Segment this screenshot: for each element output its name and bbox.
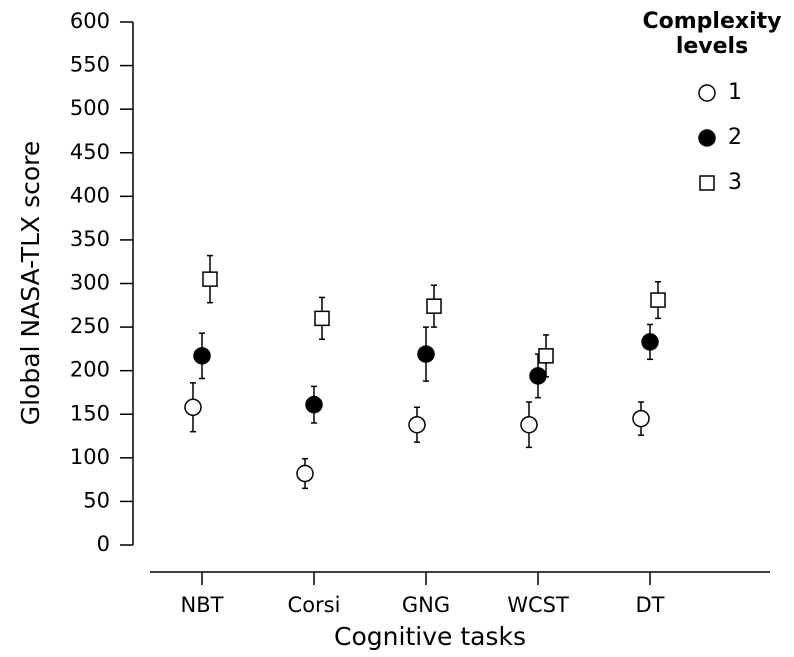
- y-tick-label: 400: [70, 183, 110, 207]
- legend-label: 2: [728, 125, 742, 150]
- y-tick-label: 300: [70, 271, 110, 295]
- legend-label: 1: [728, 80, 742, 105]
- y-tick-label: 100: [70, 445, 110, 469]
- x-axis-title: Cognitive tasks: [334, 622, 526, 651]
- legend-marker: [699, 175, 715, 191]
- legend-title: Complexity: [643, 9, 782, 34]
- y-tick-label: 200: [70, 358, 110, 382]
- y-tick-label: 50: [83, 488, 110, 512]
- legend-title: levels: [676, 34, 748, 59]
- legend-marker: [698, 84, 716, 102]
- y-tick-label: 0: [97, 532, 110, 556]
- point: [538, 348, 554, 364]
- point: [641, 333, 659, 351]
- legend-label: 3: [728, 170, 742, 195]
- y-tick-label: 550: [70, 53, 110, 77]
- point: [305, 395, 323, 414]
- point: [417, 345, 435, 363]
- x-tick-label: GNG: [402, 593, 450, 617]
- point: [632, 409, 650, 428]
- y-axis-title: Global NASA-TLX score: [16, 141, 45, 426]
- point: [408, 415, 426, 434]
- x-tick-label: DT: [636, 593, 665, 617]
- point: [296, 464, 314, 483]
- y-tick-label: 600: [70, 9, 110, 33]
- x-tick-label: WCST: [507, 593, 569, 617]
- point: [184, 398, 202, 417]
- point: [520, 415, 538, 434]
- point: [314, 310, 330, 327]
- point: [202, 271, 218, 287]
- y-tick-label: 500: [70, 96, 110, 120]
- legend-marker: [698, 129, 716, 147]
- y-tick-label: 250: [70, 314, 110, 338]
- point: [529, 367, 547, 385]
- y-tick-label: 450: [70, 140, 110, 164]
- point: [650, 292, 666, 308]
- point: [426, 298, 442, 314]
- point: [193, 347, 211, 365]
- x-tick-label: Corsi: [288, 593, 341, 617]
- y-tick-label: 350: [70, 227, 110, 251]
- x-tick-label: NBT: [181, 593, 224, 617]
- y-tick-label: 150: [70, 401, 110, 425]
